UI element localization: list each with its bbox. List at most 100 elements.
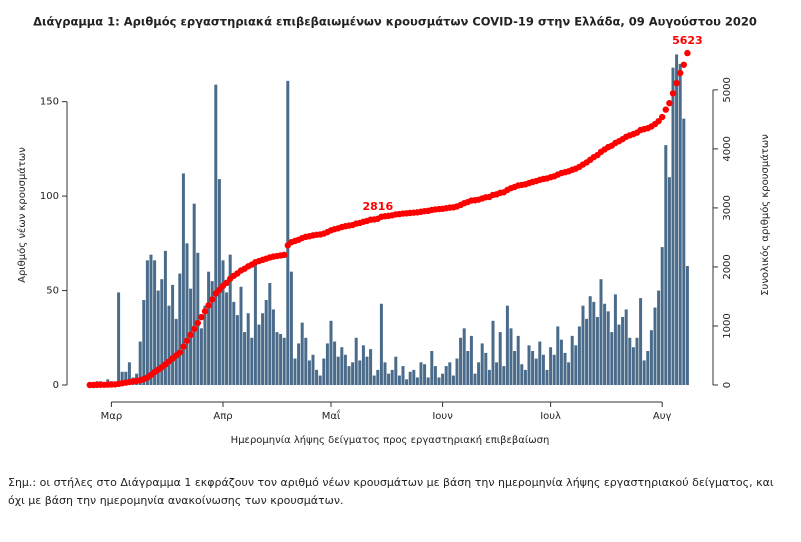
bar [138,341,142,385]
y2-tick-label: 4000 [722,136,733,161]
y2-tick-label: 2000 [722,254,733,279]
bar [628,337,632,385]
bar [451,375,455,385]
line-point [669,90,677,97]
bar [563,352,567,385]
bar [340,347,344,385]
bar [354,337,358,385]
bar [394,356,398,385]
bar [509,328,513,385]
line-point [205,302,212,309]
bar [588,296,592,385]
bar [502,366,506,385]
bar [657,290,661,385]
bar [372,375,376,385]
bar [678,63,682,386]
bar [225,292,229,385]
bar [549,347,553,385]
x-tick-label: Απρ [213,411,232,422]
bar [595,317,599,385]
bar [239,286,243,385]
bar [390,369,394,385]
bar [635,337,639,385]
x-axis-label: Ημερομηνία λήψης δείγματος προς εργαστηρ… [231,434,550,446]
bar [570,335,574,385]
line-point [187,331,194,339]
bar [649,330,653,385]
bar [318,375,322,385]
bar [297,343,301,385]
bar [286,80,290,385]
bar [369,349,373,385]
x-tick-label: Αυγ [653,411,672,422]
bar [495,362,499,385]
bar [491,320,495,385]
y-tick-label: 50 [46,286,59,297]
line-point [209,296,216,303]
bar [181,173,185,385]
bar [559,339,563,385]
bar [379,303,383,385]
bar [534,358,538,385]
bar [156,290,160,385]
bar [505,305,509,385]
bar [531,351,535,385]
bar [480,343,484,385]
bar [203,305,207,385]
bar [462,328,466,385]
bar [581,305,585,385]
bar [235,315,239,385]
bar [325,343,329,385]
bar [253,260,257,385]
line-point [673,79,680,87]
chart-title: Διάγραμμα 1: Αριθμός εργαστηριακά επιβεβ… [33,15,757,29]
chart: Διάγραμμα 1: Αριθμός εργαστηριακά επιβεβ… [16,15,771,447]
bar [408,371,412,385]
bar [271,309,275,385]
bar [275,332,279,385]
bar [217,179,221,385]
bar [606,311,610,385]
bar [232,301,236,385]
bar [484,352,488,385]
bar [383,362,387,385]
bar [199,328,203,385]
y-tick-label: 0 [53,380,59,391]
line-point [677,69,684,77]
bar [685,266,689,385]
bar [437,377,441,385]
y-axis-label: Αριθμός νέων κρουσμάτων [16,147,28,283]
line-point [176,349,183,356]
bar [624,309,628,385]
bar [653,307,657,385]
bar [667,177,671,385]
bar [246,313,250,385]
bar [585,318,589,385]
bar [401,366,405,385]
bar [477,362,481,385]
y2-axis-label: Συνολικός αριθμός κρουσμάτων [759,134,771,296]
bar [171,284,175,385]
bar [675,54,679,385]
bar [261,313,265,385]
bar [117,292,121,385]
line-point [194,319,201,327]
line-point [223,279,230,287]
point-label: 5623 [672,34,703,47]
bar [329,320,333,385]
bar [660,247,664,385]
bar [426,377,430,385]
bar [167,305,171,385]
bar [282,337,286,385]
bar [228,254,232,385]
line-point [201,308,209,315]
bar [545,369,549,385]
bar [646,351,650,385]
bar [264,300,268,385]
bar [387,373,391,385]
bar [516,335,520,385]
line-point [655,117,662,125]
bar [527,345,531,385]
line-point [180,343,187,350]
